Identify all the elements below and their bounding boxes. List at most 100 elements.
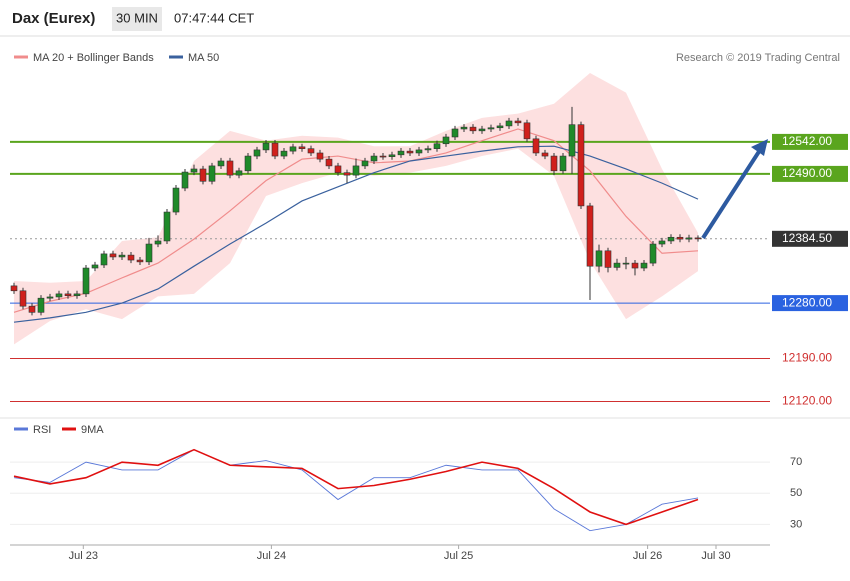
candle-body: [118, 254, 126, 258]
interval[interactable]: 30 MIN: [116, 10, 158, 25]
candle-body: [208, 165, 216, 182]
indicator-line: [13, 449, 699, 532]
candle-body: [415, 149, 423, 154]
level-label-box: [772, 295, 848, 312]
candle-body: [82, 267, 90, 295]
candle-body: [190, 168, 198, 173]
candle-body: [550, 155, 558, 172]
candle-body: [28, 305, 36, 313]
rsi-panel: 30 50 70 Jul 23 Jul 24 Jul 25 Jul 26 Jul 30 RSI 9…: [10, 424, 802, 562]
candle-body: [64, 293, 72, 297]
symbol: Dax (Eurex): [12, 10, 95, 27]
legend-label: 9MA: [81, 424, 104, 436]
level-label-box: [772, 165, 848, 182]
level-label: 12280.00: [782, 295, 832, 309]
candle-body: [640, 262, 648, 269]
candle-body: [406, 150, 414, 154]
level-label: 12490.00: [782, 166, 832, 180]
candle-body: [10, 285, 18, 292]
candle-body: [613, 262, 621, 268]
legend-label: MA 20 + Bollinger Bands: [33, 52, 154, 64]
candle-body: [55, 293, 63, 298]
candle-body: [37, 297, 45, 313]
candle-body: [307, 148, 315, 154]
candle-body: [181, 171, 189, 189]
candle-body: [145, 243, 153, 263]
candle-body: [694, 237, 702, 240]
candle-body: [334, 165, 342, 173]
interval-box[interactable]: [112, 7, 162, 31]
candle-body: [127, 254, 135, 261]
candle-body: [667, 236, 675, 242]
level-label: 12190.00: [782, 351, 832, 365]
forecast-arrowhead: [751, 139, 768, 156]
candle-body: [289, 146, 297, 152]
x-tick-label: Jul 30: [701, 550, 730, 562]
attribution: Research © 2019 Trading Central: [676, 52, 840, 64]
y-tick-label: 70: [790, 456, 802, 468]
candle-body: [577, 124, 585, 207]
candle-body: [595, 250, 603, 267]
candle-body: [541, 152, 549, 157]
candle-body: [19, 290, 27, 307]
candle-body: [397, 150, 405, 156]
candle-body: [235, 170, 243, 176]
candle-body: [586, 205, 594, 267]
candle-body: [100, 253, 108, 266]
candle-body: [604, 250, 612, 268]
candle-body: [73, 293, 81, 297]
candle-body: [568, 124, 576, 157]
y-tick-label: 30: [790, 518, 802, 530]
candle-body: [442, 136, 450, 145]
candle-body: [361, 160, 369, 167]
candle-body: [226, 160, 234, 176]
candle-body: [478, 128, 486, 132]
candle-body: [469, 126, 477, 132]
candle-body: [253, 149, 261, 157]
x-tick-label: Jul 23: [69, 550, 98, 562]
candle-body: [388, 154, 396, 157]
main-panel: 12542.00 12490.00 12384.50 12280.00 12190.00…: [10, 52, 848, 408]
candle-body: [163, 211, 171, 242]
x-tick-label: Jul 26: [633, 550, 662, 562]
candle-body: [451, 128, 459, 138]
candle-body: [622, 262, 630, 265]
time: 07:47:44 CET: [174, 10, 254, 25]
candle-body: [649, 243, 657, 264]
forecast-arrow: [701, 148, 762, 240]
candle-body: [505, 120, 513, 127]
candle-body: [343, 172, 351, 176]
candle-body: [379, 155, 387, 158]
candle-body: [298, 146, 306, 149]
candle-body: [685, 237, 693, 240]
candle-body: [217, 160, 225, 167]
candle-body: [487, 127, 495, 130]
candle-body: [514, 120, 522, 124]
candle-body: [658, 240, 666, 245]
candle-body: [91, 264, 99, 269]
candle-body: [316, 152, 324, 160]
candle-body: [460, 126, 468, 130]
level-label: 12120.00: [782, 394, 832, 408]
x-tick-label: Jul 24: [257, 550, 286, 562]
candle-body: [424, 148, 432, 151]
candle-body: [46, 296, 54, 299]
candle-body: [154, 240, 162, 245]
candle-body: [496, 125, 504, 129]
candle-body: [325, 158, 333, 167]
candle-body: [631, 262, 639, 269]
level-label: 12384.50: [782, 231, 832, 245]
candle-body: [109, 253, 117, 258]
candle-body: [523, 122, 531, 140]
candle-body: [532, 138, 540, 154]
level-label-box: [772, 133, 848, 150]
candle-body: [370, 155, 378, 162]
candle-body: [262, 142, 270, 151]
candle-body: [280, 150, 288, 157]
y-tick-label: 50: [790, 487, 802, 499]
candle-body: [136, 259, 144, 263]
indicator-line: [13, 448, 699, 526]
candle-body: [199, 168, 207, 182]
level-label: 12542.00: [782, 134, 832, 148]
